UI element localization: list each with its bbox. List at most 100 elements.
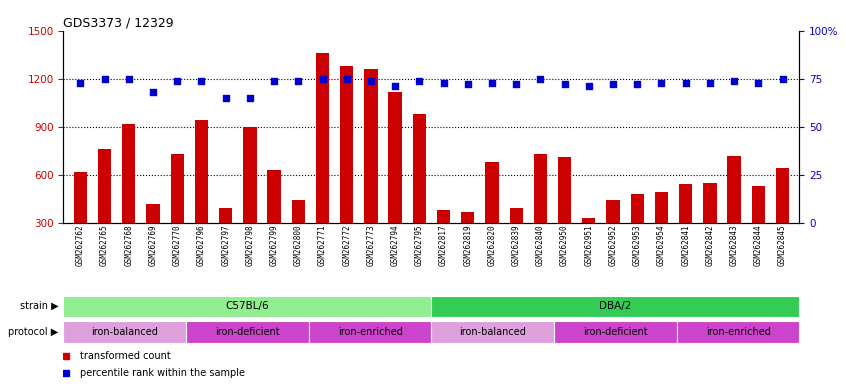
Bar	[607, 200, 620, 271]
Text: GSM262842: GSM262842	[706, 224, 714, 266]
Text: GSM262844: GSM262844	[754, 224, 763, 266]
Bar	[677, 321, 799, 343]
Point	[146, 89, 160, 95]
Bar	[679, 184, 692, 271]
Bar	[195, 120, 208, 271]
Bar	[63, 296, 431, 317]
Text: GSM262794: GSM262794	[391, 224, 399, 266]
Point	[267, 78, 281, 84]
Bar	[267, 170, 281, 271]
Bar	[122, 124, 135, 271]
Bar	[703, 183, 717, 271]
Text: C57BL/6: C57BL/6	[226, 301, 269, 311]
Text: GSM262953: GSM262953	[633, 224, 642, 266]
Bar	[776, 168, 789, 271]
Text: GSM262843: GSM262843	[729, 224, 739, 266]
Bar	[316, 53, 329, 271]
Text: GSM262950: GSM262950	[560, 224, 569, 266]
Point	[607, 81, 620, 88]
Point	[582, 83, 596, 89]
Bar	[171, 154, 184, 271]
Bar	[486, 162, 498, 271]
Text: DBA/2: DBA/2	[599, 301, 632, 311]
Bar	[655, 192, 668, 271]
Bar	[74, 172, 87, 271]
Point	[678, 79, 692, 86]
Text: GSM262795: GSM262795	[415, 224, 424, 266]
Point	[219, 95, 233, 101]
Text: GSM262772: GSM262772	[343, 224, 351, 266]
Point	[171, 78, 184, 84]
Point	[340, 76, 354, 82]
Text: GSM262796: GSM262796	[197, 224, 206, 266]
Point	[486, 79, 499, 86]
Text: GSM262771: GSM262771	[318, 224, 327, 266]
Text: GSM262769: GSM262769	[149, 224, 157, 266]
Bar	[509, 208, 523, 271]
Text: GSM262840: GSM262840	[536, 224, 545, 266]
Text: percentile rank within the sample: percentile rank within the sample	[80, 368, 244, 378]
Bar	[558, 157, 571, 271]
Bar	[437, 210, 450, 271]
Bar	[98, 149, 112, 271]
Bar	[292, 200, 305, 271]
Text: GSM262798: GSM262798	[245, 224, 255, 266]
Bar	[243, 127, 256, 271]
Bar	[461, 212, 475, 271]
Text: iron-enriched: iron-enriched	[338, 327, 403, 337]
Bar	[582, 218, 596, 271]
Bar	[63, 321, 186, 343]
Text: GSM262839: GSM262839	[512, 224, 520, 266]
Point	[751, 79, 765, 86]
Point	[461, 81, 475, 88]
Point	[243, 95, 256, 101]
Point	[703, 79, 717, 86]
Point	[122, 76, 135, 82]
Text: transformed count: transformed count	[80, 351, 171, 361]
Point	[728, 78, 741, 84]
Text: GSM262952: GSM262952	[608, 224, 618, 266]
Text: GSM262841: GSM262841	[681, 224, 690, 266]
Bar	[431, 321, 554, 343]
Bar	[554, 321, 677, 343]
Bar	[219, 208, 233, 271]
Point	[413, 78, 426, 84]
Text: GSM262797: GSM262797	[221, 224, 230, 266]
Text: GSM262951: GSM262951	[585, 224, 593, 266]
Text: GSM262820: GSM262820	[487, 224, 497, 266]
Text: iron-enriched: iron-enriched	[706, 327, 771, 337]
Bar	[534, 154, 547, 271]
Point	[776, 76, 789, 82]
Text: GSM262799: GSM262799	[270, 224, 278, 266]
Bar	[728, 156, 741, 271]
Text: GSM262800: GSM262800	[294, 224, 303, 266]
Text: GSM262773: GSM262773	[366, 224, 376, 266]
Point	[558, 81, 571, 88]
Point	[509, 81, 523, 88]
Text: GSM262765: GSM262765	[100, 224, 109, 266]
Text: GDS3373 / 12329: GDS3373 / 12329	[63, 17, 174, 30]
Text: GSM262762: GSM262762	[76, 224, 85, 266]
Point	[534, 76, 547, 82]
Text: GSM262768: GSM262768	[124, 224, 134, 266]
Bar	[340, 66, 354, 271]
Text: GSM262819: GSM262819	[464, 224, 472, 266]
Bar	[630, 194, 644, 271]
Point	[195, 78, 208, 84]
Bar	[751, 186, 765, 271]
Text: iron-deficient: iron-deficient	[215, 327, 280, 337]
Bar	[388, 91, 402, 271]
Point	[630, 81, 644, 88]
Text: GSM262770: GSM262770	[173, 224, 182, 266]
Text: protocol ▶: protocol ▶	[8, 327, 58, 337]
Text: iron-balanced: iron-balanced	[459, 327, 526, 337]
Bar	[146, 204, 160, 271]
Text: GSM262845: GSM262845	[778, 224, 787, 266]
Point	[437, 79, 450, 86]
Point	[316, 76, 329, 82]
Text: GSM262954: GSM262954	[657, 224, 666, 266]
Text: GSM262817: GSM262817	[439, 224, 448, 266]
Point	[74, 79, 87, 86]
Bar	[413, 114, 426, 271]
Bar	[431, 296, 799, 317]
